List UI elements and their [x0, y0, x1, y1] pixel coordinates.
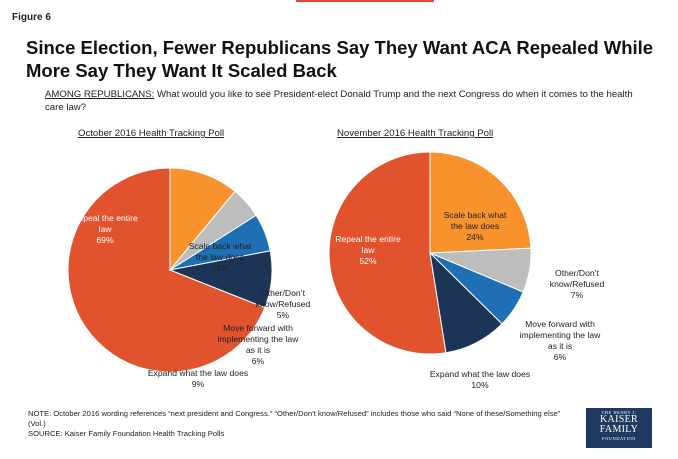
data-label-line: 6%: [252, 356, 265, 366]
pie-labels-october: Repeal the entire law 69% Scale back what th…: [72, 213, 310, 389]
data-label-line: Repeal the entire: [335, 234, 401, 244]
logo-line-3: FAMILY: [599, 424, 639, 435]
kff-logo: THE HENRY J. KAISER FAMILY FOUNDATION: [586, 408, 652, 448]
data-label-line: Move forward with: [223, 323, 293, 333]
accent-line: [296, 0, 434, 2]
survey-question: AMONG REPUBLICANS: What would you like t…: [45, 89, 645, 114]
data-label-line: Scale back what: [444, 210, 507, 220]
data-label-line: 5%: [277, 310, 290, 320]
data-label-line: 10%: [471, 380, 489, 390]
data-label-other: Other/Don’t know/Refused 5%: [256, 288, 311, 320]
data-label-line: 69%: [96, 235, 114, 245]
data-label-line: 9%: [192, 379, 205, 389]
logo-line-4: FOUNDATION: [602, 436, 636, 441]
data-label-line: Expand what the law does: [148, 368, 248, 378]
data-label-repeal: Repeal the entire law 52%: [335, 234, 401, 266]
data-label-line: Expand what the law does: [430, 369, 530, 379]
data-label-line: 52%: [359, 256, 377, 266]
data-label-line: Other/Don’t: [261, 288, 306, 298]
data-label-line: Other/Don’t: [555, 268, 600, 278]
question-text: What would you like to see President-ele…: [45, 89, 633, 113]
data-label-line: know/Refused: [550, 279, 605, 289]
data-label-other: Other/Don’t know/Refused 7%: [550, 268, 605, 300]
data-label-line: law: [99, 224, 113, 234]
pie-october: [67, 167, 273, 373]
data-label-repeal: Repeal the entire law 69%: [72, 213, 138, 245]
data-label-move-forward: Move forward with implementing the law as …: [218, 323, 300, 366]
data-label-line: as it is: [548, 341, 572, 351]
slice-expand: [429, 251, 503, 354]
slice-expand: [168, 250, 273, 309]
logo-line-2: KAISER: [600, 414, 638, 425]
data-label-line: Move forward with: [525, 319, 595, 329]
data-label-line: 6%: [554, 352, 567, 362]
data-label-line: implementing the law: [520, 330, 602, 340]
pie-subtitle-october: October 2016 Health Tracking Poll: [78, 128, 225, 139]
source-text: SOURCE: Kaiser Family Foundation Health …: [28, 429, 225, 439]
data-label-line: the law does: [196, 252, 244, 262]
data-label-line: 24%: [466, 232, 484, 242]
data-label-line: the law does: [451, 221, 499, 231]
data-label-expand: Expand what the law does 10%: [430, 369, 530, 390]
data-label-expand: Expand what the law does 9%: [148, 368, 248, 389]
data-label-line: know/Refused: [256, 299, 311, 309]
pie-labels-november: Repeal the entire law 52% Scale back what th…: [335, 210, 604, 390]
slice-scale-back: [429, 151, 532, 254]
question-prefix: AMONG REPUBLICANS:: [45, 89, 155, 100]
footnote: NOTE: October 2016 wording references “n…: [28, 409, 568, 440]
slice-scale-back: [169, 167, 236, 272]
pie-subtitle-november: November 2016 Health Tracking Poll: [337, 128, 494, 139]
data-label-move-forward: Move forward with implementing the law as …: [520, 319, 602, 362]
slice-repeal: [67, 167, 266, 373]
data-label-line: as it is: [246, 345, 270, 355]
data-label-line: implementing the law: [218, 334, 300, 344]
data-label-line: Scale back what: [189, 241, 252, 251]
logo-line-1: THE HENRY J.: [601, 410, 637, 415]
note-text: NOTE: October 2016 wording references “n…: [28, 409, 561, 429]
data-label-line: 11%: [212, 263, 229, 273]
slice-repeal: [328, 151, 447, 355]
data-label-scale-back: Scale back what the law does 11%: [189, 241, 252, 273]
pie-november: [328, 151, 532, 355]
data-label-line: law: [362, 245, 376, 255]
data-label-line: 7%: [571, 290, 584, 300]
data-label-line: Repeal the entire: [72, 213, 138, 223]
data-label-scale-back: Scale back what the law does 24%: [444, 210, 507, 242]
chart-title: Since Election, Fewer Republicans Say Th…: [26, 37, 654, 81]
figure-label: Figure 6: [12, 12, 51, 23]
